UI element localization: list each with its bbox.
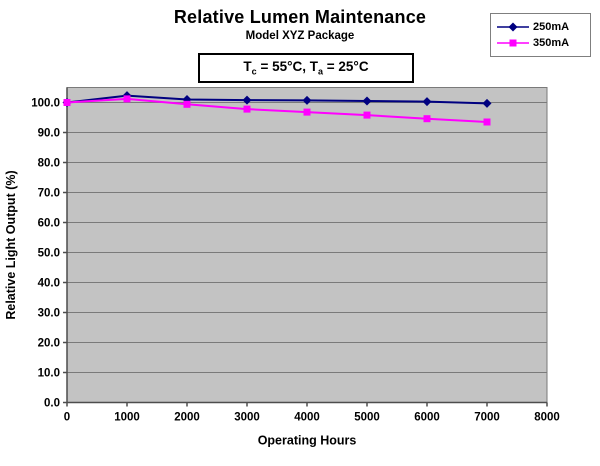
condition-text: Tc = 55°C, Ta = 25°C <box>243 59 368 77</box>
condition-subscript: a <box>318 66 324 77</box>
marker-square-350mA <box>63 99 71 106</box>
marker-diamond-250mA <box>362 96 372 106</box>
plot-area <box>66 87 548 403</box>
chart-subtitle: Model XYZ Package <box>245 30 355 42</box>
y-tick-label: 100.0 <box>31 98 60 110</box>
y-axis-title: Relative Light Output (%) <box>4 170 18 319</box>
y-tick-label: 20.0 <box>38 338 60 350</box>
condition-subscript: c <box>251 66 257 77</box>
series-line-250mA <box>66 94 488 105</box>
y-tick-label: 10.0 <box>38 368 60 380</box>
x-tick-label: 5000 <box>354 412 380 424</box>
marker-square-350mA <box>303 108 311 116</box>
x-tick-label: 7000 <box>474 412 500 424</box>
condition-box: Tc = 55°C, Ta = 25°C <box>198 53 414 83</box>
condition-part: = 25°C <box>323 59 369 75</box>
legend-entry-250mA: 250mA <box>496 21 585 33</box>
legend-marker-square-icon <box>497 39 529 47</box>
chart-legend: 250mA 350mA <box>490 13 591 57</box>
y-tick-label: 90.0 <box>38 128 60 140</box>
condition-part: = 55°C, <box>256 59 310 75</box>
marker-diamond-250mA <box>242 95 252 105</box>
plot-svg: 0.0 10.0 20.0 30.0 40.0 50.0 60.0 70.0 80.0 90.0 1… <box>4 87 560 448</box>
chart-title: Relative Lumen Maintenance <box>173 7 427 27</box>
y-tick-label: 70.0 <box>38 188 60 200</box>
y-tick-label: 60.0 <box>38 218 60 230</box>
marker-square-350mA <box>243 105 251 113</box>
legend-label: 350mA <box>533 37 570 49</box>
y-tick-label: 50.0 <box>38 248 60 260</box>
legend-marker-diamond-icon <box>497 22 529 32</box>
x-tick-label: 8000 <box>534 412 560 424</box>
x-tick-label: 2000 <box>174 412 200 424</box>
y-tick-label: 0.0 <box>44 398 60 410</box>
condition-part: T <box>309 59 318 75</box>
x-tick-label: 1000 <box>114 412 140 424</box>
marker-diamond-250mA <box>302 95 312 105</box>
x-tick-label: 0 <box>64 412 70 424</box>
marker-diamond-250mA <box>422 97 432 107</box>
x-tick-label: 3000 <box>234 412 260 424</box>
condition-part: T <box>243 59 252 75</box>
y-tick-label: 80.0 <box>38 158 60 170</box>
x-axis-title: Operating Hours <box>258 434 357 448</box>
x-tick-label: 6000 <box>414 412 440 424</box>
legend-entry-350mA: 350mA <box>496 37 585 49</box>
series-line-350mA <box>66 97 488 123</box>
marker-square-350mA <box>423 115 431 123</box>
legend-label: 250mA <box>533 21 570 33</box>
marker-square-350mA <box>363 111 371 119</box>
marker-diamond-250mA <box>482 98 492 108</box>
x-tick-label: 4000 <box>294 412 320 424</box>
y-tick-label: 40.0 <box>38 278 60 290</box>
marker-square-350mA <box>183 100 191 108</box>
y-tick-label: 30.0 <box>38 308 60 320</box>
marker-square-350mA <box>483 118 491 126</box>
marker-square-350mA <box>123 95 131 103</box>
